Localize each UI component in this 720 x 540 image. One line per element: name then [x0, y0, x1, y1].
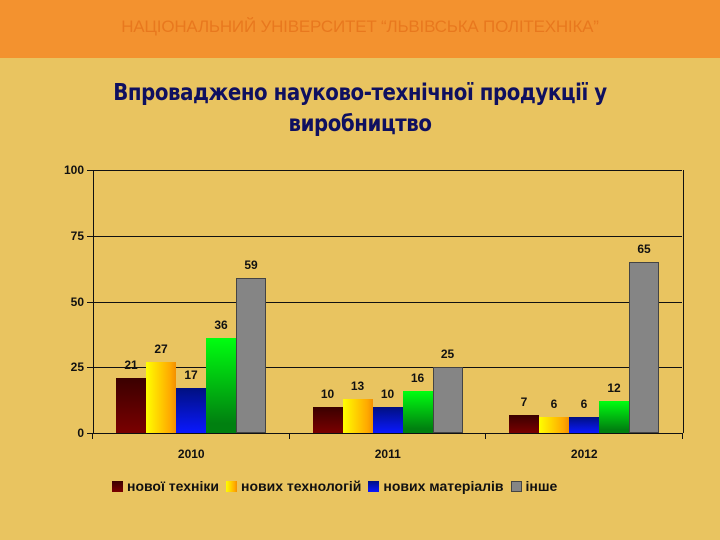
- bar: [342, 398, 373, 433]
- bar: [146, 361, 176, 433]
- bar: [176, 388, 206, 433]
- legend-item: нових технологій: [226, 478, 361, 494]
- legend-label: нових технологій: [241, 478, 362, 494]
- data-label: 12: [607, 381, 621, 396]
- legend-item: інше: [510, 478, 558, 494]
- header-bar: НАЦІОНАЛЬНИЙ УНІВЕРСИТЕТ “ЛЬВІВСЬКА ПОЛІ…: [0, 0, 720, 58]
- gridline: [87, 235, 682, 237]
- x-axis: [87, 433, 683, 434]
- legend-swatch-icon: [226, 480, 238, 492]
- data-label: 65: [637, 242, 651, 257]
- y-tick-label: 75: [70, 228, 84, 243]
- data-label: 27: [154, 341, 168, 356]
- slide-title: Впроваджено науково-технічної продукції …: [113, 80, 607, 137]
- bar: [569, 417, 599, 433]
- x-tick: [681, 433, 683, 439]
- legend-item: нових матеріалів: [368, 478, 504, 494]
- bar: [236, 277, 266, 433]
- legend-label: нової техніки: [127, 478, 220, 494]
- bar: [402, 390, 433, 433]
- x-category-label: 2012: [570, 447, 598, 461]
- data-label: 17: [184, 368, 198, 383]
- data-label: 21: [124, 357, 138, 372]
- bar: [432, 367, 463, 433]
- data-label: 25: [440, 347, 455, 362]
- x-category-label: 2010: [177, 447, 205, 461]
- legend-label: нових матеріалів: [383, 478, 504, 494]
- x-tick: [92, 433, 93, 439]
- x-category-label: 2011: [374, 447, 401, 461]
- bar: [629, 262, 659, 433]
- data-label: 10: [380, 386, 395, 401]
- bar: [539, 417, 569, 433]
- bar: [372, 406, 403, 433]
- y-tick-label: 0: [77, 426, 84, 440]
- chart-legend: нової техніки нових технологій нових матер…: [112, 478, 564, 494]
- data-label: 13: [350, 378, 365, 393]
- bar: [206, 338, 236, 433]
- y-tick-label: 100: [63, 163, 84, 177]
- x-tick: [288, 433, 290, 439]
- legend-swatch-icon: [510, 480, 522, 492]
- bar: [599, 401, 629, 433]
- data-label: 59: [244, 257, 258, 272]
- legend-swatch-icon: [112, 480, 123, 492]
- y-tick-label: 25: [70, 360, 84, 375]
- y-tick-label: 50: [70, 294, 84, 309]
- university-name: НАЦІОНАЛЬНИЙ УНІВЕРСИТЕТ “ЛЬВІВСЬКА ПОЛІ…: [121, 17, 599, 36]
- bar: [312, 406, 343, 433]
- data-label: 36: [214, 318, 228, 333]
- gridline: [87, 301, 682, 303]
- gridline: [87, 170, 682, 171]
- data-label: 6: [580, 397, 588, 412]
- x-tick: [485, 433, 486, 439]
- legend-label: інше: [525, 478, 558, 494]
- legend-item: нової техніки: [112, 478, 219, 494]
- data-label: 6: [550, 397, 558, 412]
- legend-swatch-icon: [368, 480, 380, 492]
- bar: [509, 414, 539, 433]
- gridline: [87, 367, 682, 369]
- bar: [116, 377, 146, 433]
- data-label: 16: [410, 370, 425, 385]
- data-label: 10: [320, 386, 335, 401]
- data-label: 7: [520, 394, 528, 409]
